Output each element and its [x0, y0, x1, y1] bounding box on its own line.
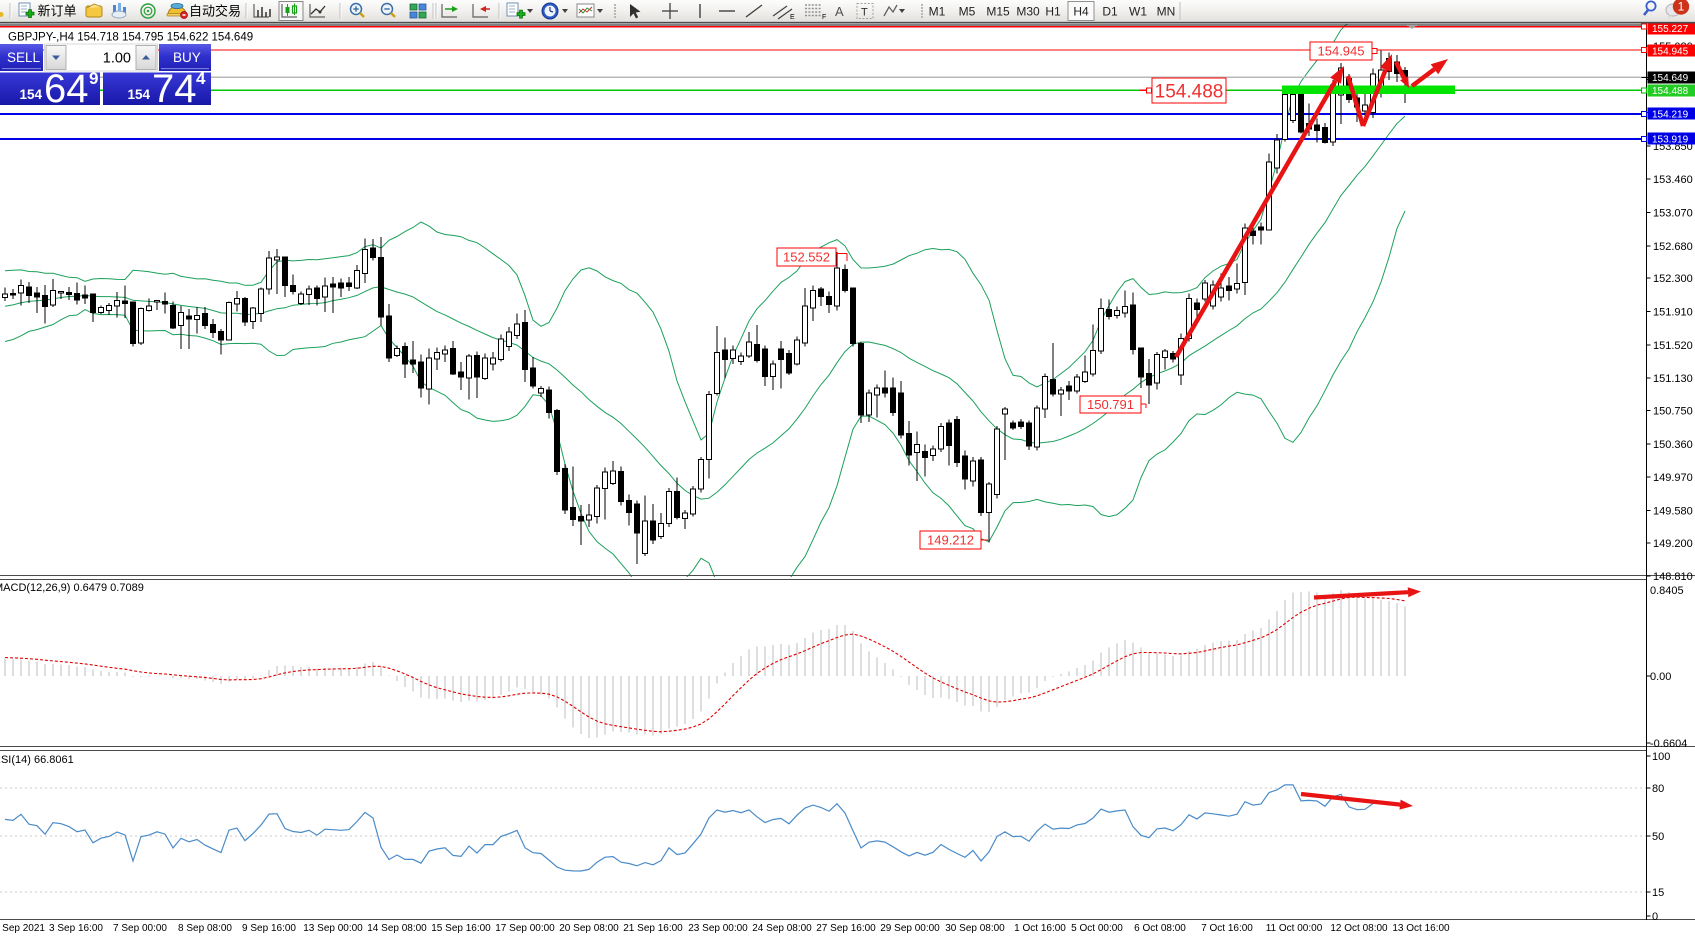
svg-text:153.919: 153.919: [1652, 135, 1689, 146]
svg-text:154.488: 154.488: [1652, 86, 1689, 97]
svg-text:6 Oct 08:00: 6 Oct 08:00: [1134, 923, 1186, 934]
svg-text:13 Sep 00:00: 13 Sep 00:00: [303, 923, 363, 934]
svg-text:151.520: 151.520: [1653, 340, 1693, 352]
svg-text:1 Oct 16:00: 1 Oct 16:00: [1014, 923, 1066, 934]
svg-text:149.580: 149.580: [1653, 505, 1693, 517]
svg-text:150.750: 150.750: [1653, 406, 1693, 418]
svg-text:8 Sep 08:00: 8 Sep 08:00: [178, 923, 232, 934]
svg-text:152.680: 152.680: [1653, 241, 1693, 253]
svg-text:M30: M30: [1016, 5, 1040, 19]
svg-text:154.945: 154.945: [1318, 44, 1365, 59]
svg-text:152.552: 152.552: [783, 250, 830, 265]
svg-text:7 Sep 00:00: 7 Sep 00:00: [113, 923, 167, 934]
svg-text:15: 15: [1652, 887, 1664, 899]
svg-text:M1: M1: [929, 5, 946, 19]
svg-text:80: 80: [1652, 783, 1664, 795]
svg-text:GBPJPY-,H4 154.718 154.795 15: GBPJPY-,H4 154.718 154.795 154.622 154.6…: [8, 32, 253, 44]
svg-text:150.791: 150.791: [1087, 397, 1134, 412]
svg-text:9 Sep 16:00: 9 Sep 16:00: [242, 923, 296, 934]
svg-text:T: T: [861, 7, 868, 19]
svg-text:M15: M15: [986, 5, 1010, 19]
svg-text:151.910: 151.910: [1653, 307, 1693, 319]
svg-text:149.212: 149.212: [927, 533, 974, 548]
svg-text:151.130: 151.130: [1653, 373, 1693, 385]
svg-text:154.649: 154.649: [1652, 73, 1689, 84]
svg-text:BUY: BUY: [173, 50, 201, 65]
svg-text:-0.6604: -0.6604: [1650, 738, 1687, 750]
svg-text:RSI(14) 66.8061: RSI(14) 66.8061: [0, 754, 74, 766]
svg-text:H4: H4: [1073, 5, 1089, 19]
svg-text:50: 50: [1652, 831, 1664, 843]
svg-text:20 Sep 08:00: 20 Sep 08:00: [559, 923, 619, 934]
svg-text:154.488: 154.488: [1155, 81, 1224, 102]
svg-text:23 Sep 00:00: 23 Sep 00:00: [688, 923, 748, 934]
svg-text:149.200: 149.200: [1653, 538, 1693, 550]
svg-text:155.227: 155.227: [1652, 24, 1689, 35]
svg-text:1.00: 1.00: [103, 51, 131, 67]
svg-text:149.970: 149.970: [1653, 472, 1693, 484]
svg-text:17 Sep 00:00: 17 Sep 00:00: [495, 923, 555, 934]
svg-text:H1: H1: [1045, 5, 1061, 19]
svg-text:100: 100: [1652, 751, 1670, 763]
svg-text:148.810: 148.810: [1653, 571, 1693, 583]
svg-text:14 Sep 08:00: 14 Sep 08:00: [367, 923, 427, 934]
svg-text:150.360: 150.360: [1653, 439, 1693, 451]
svg-text:D1: D1: [1102, 5, 1118, 19]
svg-text:W1: W1: [1129, 5, 1147, 19]
svg-text:12 Oct 08:00: 12 Oct 08:00: [1330, 923, 1388, 934]
svg-text:1 Sep 2021: 1 Sep 2021: [0, 923, 45, 934]
svg-text:153.070: 153.070: [1653, 208, 1693, 220]
svg-text:新订单: 新订单: [38, 4, 77, 19]
svg-text:64: 64: [44, 67, 89, 111]
svg-text:13 Oct 16:00: 13 Oct 16:00: [1392, 923, 1450, 934]
svg-text:29 Sep 00:00: 29 Sep 00:00: [880, 923, 940, 934]
svg-text:3 Sep 16:00: 3 Sep 16:00: [49, 923, 103, 934]
svg-text:15 Sep 16:00: 15 Sep 16:00: [431, 923, 491, 934]
svg-text:E: E: [790, 14, 795, 21]
svg-text:M5: M5: [959, 5, 976, 19]
svg-text:A: A: [835, 4, 844, 19]
svg-text:153.460: 153.460: [1653, 174, 1693, 186]
svg-text:24 Sep 08:00: 24 Sep 08:00: [752, 923, 812, 934]
svg-text:154: 154: [127, 87, 150, 102]
svg-text:154.219: 154.219: [1652, 110, 1689, 121]
svg-text:4: 4: [196, 69, 206, 88]
svg-text:0.00: 0.00: [1650, 671, 1671, 683]
svg-text:74: 74: [152, 67, 197, 111]
svg-text:自动交易: 自动交易: [189, 4, 241, 19]
svg-text:154.945: 154.945: [1652, 46, 1689, 57]
svg-text:MN: MN: [1157, 5, 1176, 19]
svg-text:152.300: 152.300: [1653, 273, 1693, 285]
svg-text:0.8405: 0.8405: [1650, 585, 1684, 597]
svg-text:11 Oct 00:00: 11 Oct 00:00: [1266, 923, 1323, 934]
svg-text:27 Sep 16:00: 27 Sep 16:00: [816, 923, 876, 934]
svg-text:21 Sep 16:00: 21 Sep 16:00: [623, 923, 683, 934]
svg-text:1: 1: [1678, 0, 1685, 14]
svg-text:7 Oct 16:00: 7 Oct 16:00: [1201, 923, 1253, 934]
svg-text:0: 0: [1652, 911, 1658, 923]
svg-text:SELL: SELL: [7, 50, 41, 65]
svg-text:30 Sep 08:00: 30 Sep 08:00: [945, 923, 1005, 934]
svg-text:154: 154: [19, 87, 42, 102]
svg-text:5 Oct 00:00: 5 Oct 00:00: [1071, 923, 1123, 934]
svg-text:9: 9: [89, 69, 98, 88]
svg-text:F: F: [822, 14, 826, 21]
svg-text:MACD(12,26,9) 0.6479 0.7089: MACD(12,26,9) 0.6479 0.7089: [0, 582, 144, 594]
